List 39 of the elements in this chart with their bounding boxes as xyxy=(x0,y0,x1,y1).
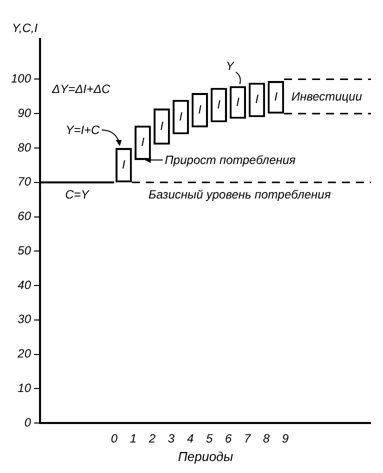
x-axis-title: Периоды xyxy=(178,448,234,464)
data-label: I xyxy=(179,109,184,124)
x-tick-label: 5 xyxy=(206,432,213,446)
annotation: Инвестиции xyxy=(291,89,362,104)
data-label: I xyxy=(217,97,222,112)
annotation: ΔY=ΔI+ΔC xyxy=(51,82,111,96)
x-tick-label: 2 xyxy=(148,432,156,446)
annotation: Y xyxy=(226,59,235,74)
x-tick-label: 8 xyxy=(263,432,270,446)
x-tick-label: 4 xyxy=(186,432,194,446)
y-tick-label: 80 xyxy=(18,140,32,154)
y-tick-label: 90 xyxy=(18,106,32,120)
x-tick-label: 6 xyxy=(224,432,232,446)
data-label: I xyxy=(255,92,260,106)
ref-line-label: Базисный уровень потребления xyxy=(148,187,332,202)
x-tick-label: 1 xyxy=(130,432,137,446)
x-tick-label: 0 xyxy=(110,432,118,446)
y-tick-label: 10 xyxy=(18,380,32,395)
y-tick-label: 30 xyxy=(18,312,32,326)
x-tick-label: 3 xyxy=(168,432,175,446)
y-tick-label: 50 xyxy=(18,243,32,258)
data-label: I xyxy=(141,135,146,150)
data-label: I xyxy=(198,102,202,117)
data-label: I xyxy=(122,158,126,172)
x-tick-label: 7 xyxy=(244,432,252,446)
y-tick-label: 100 xyxy=(10,72,32,86)
y-tick-label: 0 xyxy=(24,415,32,430)
annotation: Прирост потребления xyxy=(164,153,296,168)
annotation: Y=I+C xyxy=(66,123,100,137)
data-label: I xyxy=(274,90,278,104)
y-tick-label: 60 xyxy=(18,209,32,224)
y-tick-label: 70 xyxy=(18,174,32,189)
data-label: I xyxy=(160,118,164,133)
data-label: I xyxy=(236,94,240,109)
y-axis-title: Y,C,I xyxy=(12,21,38,35)
annotation: C=Y xyxy=(65,187,90,202)
x-tick-label: 9 xyxy=(282,432,290,446)
y-tick-label: 20 xyxy=(16,346,32,361)
y-tick-label: 40 xyxy=(18,278,32,292)
